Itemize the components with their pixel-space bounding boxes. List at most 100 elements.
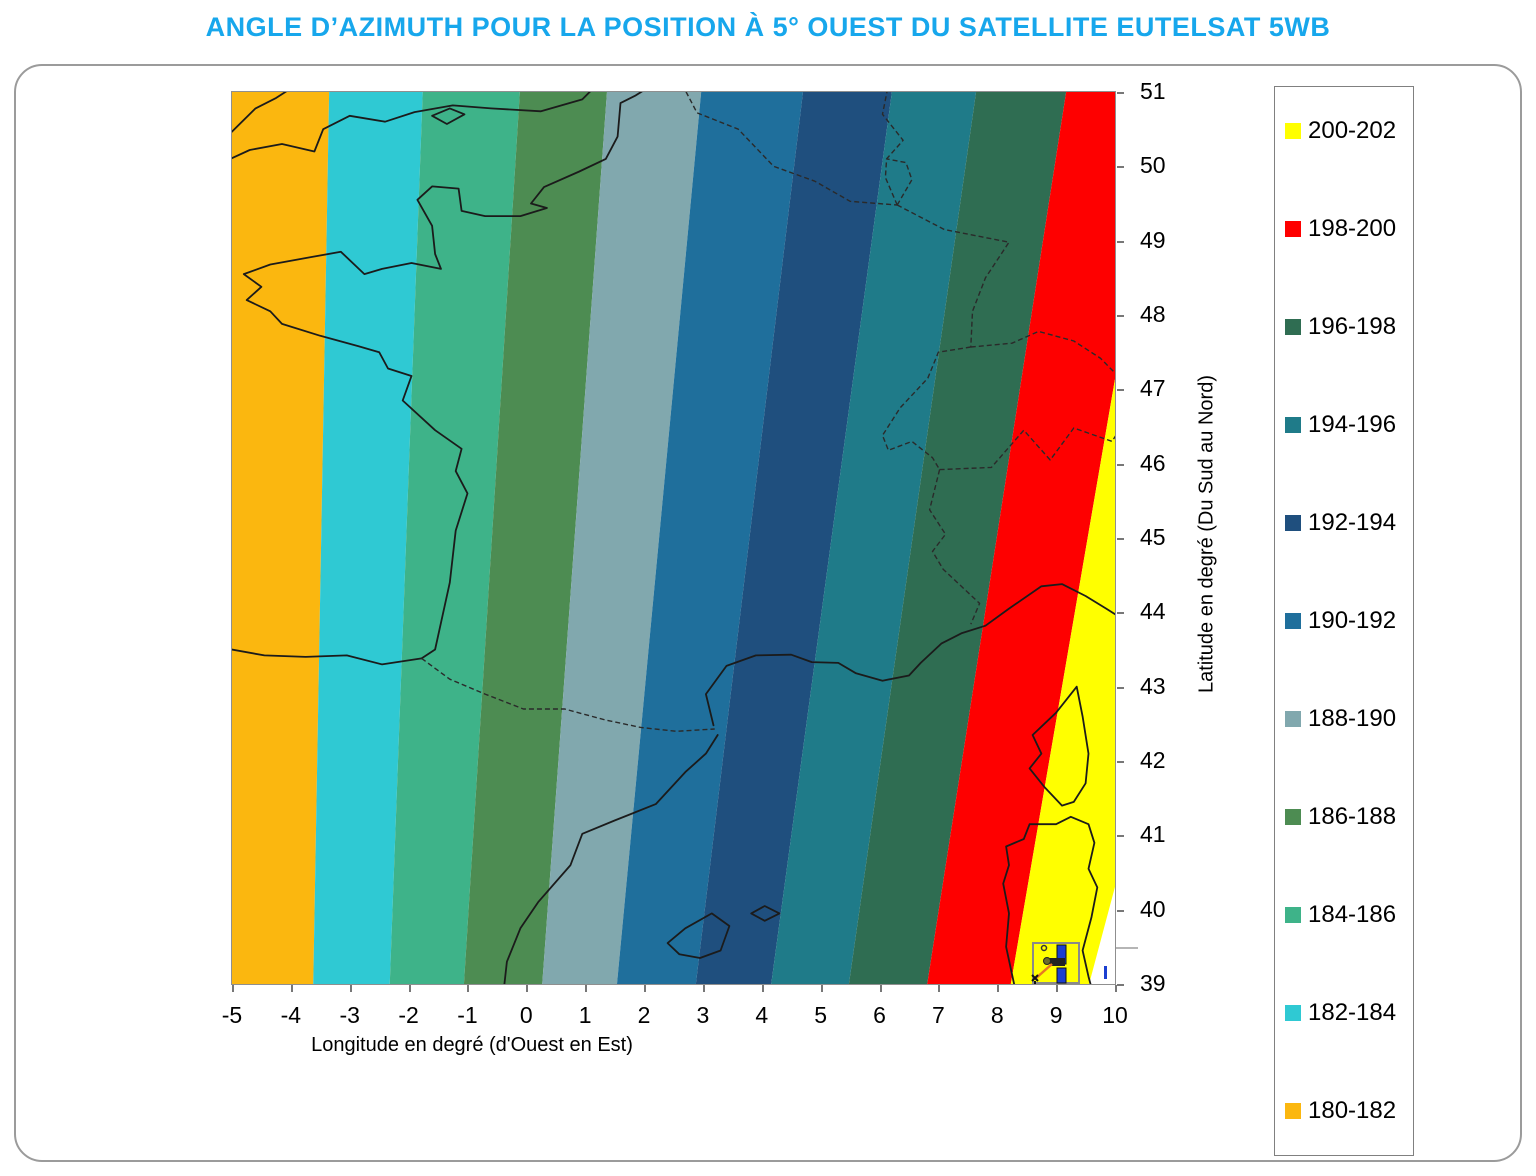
legend-item-190-192: 190-192 <box>1285 606 1396 636</box>
coastline <box>1002 815 1099 984</box>
x-tick-label: -4 <box>280 1002 302 1028</box>
legend-label: 194-196 <box>1308 411 1397 438</box>
legend-item-192-194: 192-194 <box>1285 508 1396 538</box>
legend-item-200-202: 200-202 <box>1285 116 1396 146</box>
legend-swatch <box>1285 613 1301 629</box>
x-tick <box>526 985 529 992</box>
coastline <box>242 92 643 660</box>
y-tick-label: 50 <box>1140 152 1166 179</box>
country-border <box>881 346 971 470</box>
legend-label: 184-186 <box>1308 901 1397 928</box>
legend-swatch <box>1285 515 1301 531</box>
legend-item-180-182: 180-182 <box>1285 1096 1396 1126</box>
contour-bands-svg <box>232 92 1115 984</box>
y-tick-label: 40 <box>1140 895 1166 922</box>
x-tick <box>349 985 352 992</box>
coastline <box>503 734 719 984</box>
x-tick-label: 6 <box>873 1002 886 1028</box>
x-tick-label: 2 <box>637 1002 651 1028</box>
band-198-200 <box>927 92 1115 984</box>
x-tick-label: 1 <box>578 1002 592 1028</box>
y-tick <box>1117 984 1124 986</box>
legend-label: 182-184 <box>1308 999 1397 1026</box>
legend-label: 196-198 <box>1308 313 1397 340</box>
y-tick-label: 41 <box>1140 821 1166 848</box>
x-tick-label: 7 <box>931 1002 945 1028</box>
map-outline <box>232 92 1115 984</box>
x-tick <box>761 985 764 992</box>
chart-frame: -5 -4 -3 -2 -1 0 1 2 3 4 5 6 7 8 9 10 39 40 41 42 43 44 45 46 4… <box>14 64 1522 1162</box>
y-tick-label: 39 <box>1140 970 1166 996</box>
x-tick <box>997 985 1000 992</box>
y-tick-label: 49 <box>1140 226 1166 253</box>
x-tick-label: -5 <box>221 1002 243 1028</box>
x-tick <box>408 985 411 992</box>
band-186-188 <box>463 92 607 984</box>
legend-swatch <box>1285 907 1301 923</box>
legend-swatch <box>1285 1103 1301 1119</box>
legend-label: 190-192 <box>1308 607 1397 634</box>
y-tick-label: 43 <box>1140 672 1166 699</box>
x-tick-label: 4 <box>755 1002 769 1028</box>
x-axis-title: Longitude en degré (d'Ouest en Est) <box>311 1034 633 1056</box>
band-200-202 <box>1010 379 1115 984</box>
y-tick <box>1117 835 1124 838</box>
y-tick <box>1117 761 1124 763</box>
band-190-192 <box>616 92 804 984</box>
coastline <box>1028 685 1090 807</box>
country-border <box>421 657 715 732</box>
page-title: ANGLE D’AZIMUTH POUR LA POSITION À 5° OU… <box>205 12 1331 42</box>
country-border <box>939 427 1115 471</box>
y-tick <box>1117 240 1124 243</box>
country-border <box>881 92 904 206</box>
coastline <box>431 107 466 125</box>
legend-item-194-196: 194-196 <box>1285 410 1396 440</box>
y-tick <box>1117 92 1124 94</box>
legend-item-196-198: 196-198 <box>1285 312 1396 342</box>
legend-label: 180-182 <box>1308 1097 1397 1124</box>
coastline <box>666 912 731 959</box>
y-tick-label: 51 <box>1140 78 1166 104</box>
x-tick-label: 8 <box>990 1002 1004 1028</box>
x-tick <box>467 985 470 992</box>
band-196-198 <box>848 92 1067 984</box>
coastline <box>232 92 287 133</box>
y-tick-label: 48 <box>1140 301 1166 327</box>
coastline <box>704 583 1115 727</box>
x-tick <box>1056 985 1059 992</box>
x-tick <box>820 985 823 992</box>
country-border <box>886 158 913 206</box>
y-tick <box>1117 166 1124 169</box>
y-tick <box>1117 315 1124 317</box>
x-tick-label: 10 <box>1102 1002 1128 1028</box>
x-tick-label: 5 <box>814 1002 828 1028</box>
y-tick-label: 46 <box>1140 449 1166 476</box>
plot-area <box>231 91 1116 985</box>
y-tick-label: 45 <box>1140 524 1166 550</box>
legend-item-188-190: 188-190 <box>1285 704 1396 734</box>
x-tick <box>879 985 882 992</box>
x-tick <box>938 985 941 992</box>
legend-item-198-200: 198-200 <box>1285 214 1396 244</box>
legend-label: 188-190 <box>1308 705 1397 732</box>
band-182-184 <box>313 92 423 984</box>
country-border <box>896 204 1010 348</box>
country-border <box>928 469 981 625</box>
satellite-icon <box>1031 942 1107 984</box>
band-194-196 <box>771 92 977 984</box>
coastline <box>232 92 591 160</box>
legend-swatch <box>1285 417 1301 433</box>
x-tick <box>1115 985 1117 992</box>
band-188-190 <box>542 92 702 984</box>
legend-item-182-184: 182-184 <box>1285 998 1396 1028</box>
y-tick <box>1117 686 1124 689</box>
coastline <box>750 905 781 922</box>
legend-label: 186-188 <box>1308 803 1397 830</box>
x-tick-label: -3 <box>339 1002 360 1028</box>
x-tick-label: 0 <box>519 1002 533 1028</box>
x-tick <box>644 985 647 992</box>
legend-item-186-188: 186-188 <box>1285 802 1396 832</box>
legend-label: 192-194 <box>1308 509 1397 536</box>
x-tick <box>585 985 588 992</box>
y-tick <box>1117 389 1124 392</box>
